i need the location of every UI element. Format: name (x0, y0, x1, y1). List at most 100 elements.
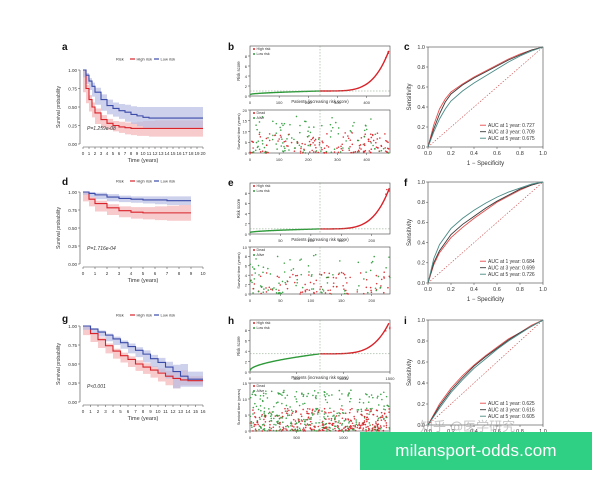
c-y-tick-label: 0.4 (417, 105, 425, 111)
e_bottom-y-tick-label: 0 (245, 292, 248, 297)
dead-point (293, 281, 296, 284)
survival-chart-g: g0 1 2 3 4 5 6 7 8 9 10 11 12 13 14 15 160.000.250.500.7… (56, 313, 206, 423)
alive-point (263, 423, 265, 426)
alive-point (283, 145, 285, 148)
dead-point (253, 425, 255, 427)
dead-point (318, 136, 320, 139)
dead-point (348, 149, 351, 151)
a-x-tick-label: 18 (188, 151, 194, 156)
d-y-axis-label: Survival probability (56, 207, 62, 249)
dead-point (263, 418, 265, 421)
dead-point (382, 429, 385, 432)
alive-point (252, 422, 255, 424)
alive-point (259, 405, 262, 407)
alive-point (371, 260, 374, 263)
dead-point (369, 140, 372, 143)
alive-point (360, 410, 363, 413)
dead-point (329, 292, 331, 295)
alive-point (259, 285, 262, 287)
dead-point (308, 418, 311, 420)
b_bottom-x-tick-label: 300 (334, 157, 341, 162)
alive-point (255, 258, 257, 260)
dead-point (366, 420, 368, 423)
dead-point (376, 429, 379, 431)
km-curve-high-risk (83, 69, 203, 130)
dead-point (304, 426, 307, 429)
alive-point (261, 285, 263, 288)
dead-point (349, 139, 352, 141)
dead-point (379, 425, 382, 427)
dead-point (326, 133, 328, 135)
i-y-tick-label: 1.0 (417, 318, 425, 324)
e_bottom-y-axis-label: Survival time (years) (236, 252, 241, 289)
dead-point (249, 422, 251, 424)
b_top-x-tick-label: 0 (249, 100, 252, 105)
h_bottom-y-tick-label: 15 (243, 381, 248, 386)
dead-point (363, 150, 366, 153)
alive-point (377, 417, 380, 420)
dead-point (307, 417, 310, 419)
legend-dot (253, 385, 255, 387)
d-x-tick-label: 4 (130, 271, 133, 276)
dead-point (358, 423, 360, 426)
g-x-tick-label: 11 (163, 409, 168, 414)
dead-point (354, 150, 357, 153)
dead-point (313, 413, 315, 415)
g-y-tick-label: 0.75 (68, 343, 77, 348)
alive-point (358, 285, 360, 287)
alive-point (269, 273, 272, 275)
alive-point (349, 129, 352, 132)
b_top-y-tick-label: 2 (245, 84, 248, 89)
alive-point (303, 418, 305, 421)
panel-label-h: h (228, 316, 234, 327)
h_top-x-axis-label: Patients (increasing risk score) (291, 375, 349, 380)
alive-point (257, 290, 260, 293)
alive-point (374, 133, 377, 136)
site-banner[interactable]: milansport-odds.com (360, 432, 592, 470)
legend-entry: Dead (257, 384, 266, 388)
dead-point (337, 273, 340, 276)
alive-point (363, 278, 365, 280)
d-y-tick-label: 0.25 (68, 244, 77, 249)
alive-point (332, 415, 334, 417)
alive-point (338, 389, 341, 392)
dead-point (252, 409, 254, 411)
dead-point (291, 425, 294, 427)
dead-point (372, 139, 375, 142)
h_top-x-tick-label: 500 (293, 376, 300, 381)
f-y-tick-label: 0.6 (417, 220, 425, 226)
dead-point (375, 282, 378, 285)
dead-point (322, 429, 325, 432)
dead-point (347, 137, 350, 140)
alive-point (316, 407, 319, 410)
dead-point (380, 144, 382, 147)
dead-point (317, 409, 320, 412)
dead-point (351, 427, 354, 430)
dead-point (386, 151, 389, 154)
alive-point (260, 427, 262, 429)
dead-point (385, 426, 388, 429)
ci-band-low-risk (83, 326, 203, 389)
dead-point (274, 415, 277, 417)
alive-point (252, 413, 254, 415)
alive-point (339, 260, 341, 262)
dead-point (308, 408, 311, 410)
dead-point (265, 137, 268, 140)
f-y-tick-label: 1.0 (417, 180, 425, 186)
h_top-x-tick-label: 0 (249, 376, 252, 381)
alive-point (272, 134, 274, 137)
alive-point (357, 408, 360, 411)
dead-point (291, 428, 293, 431)
dead-point (302, 408, 304, 411)
g-y-tick-label: 0.00 (68, 400, 77, 405)
h_top-plot-frame (249, 319, 391, 373)
dead-point (274, 134, 276, 137)
dead-point (285, 283, 287, 286)
alive-point (287, 426, 290, 428)
risk-curve-high (320, 50, 390, 92)
alive-point (275, 402, 278, 404)
f-y-tick-label: 0.8 (417, 200, 425, 206)
alive-point (281, 280, 284, 283)
dead-point (308, 274, 310, 276)
c-y-tick-label: 0.8 (417, 65, 425, 71)
